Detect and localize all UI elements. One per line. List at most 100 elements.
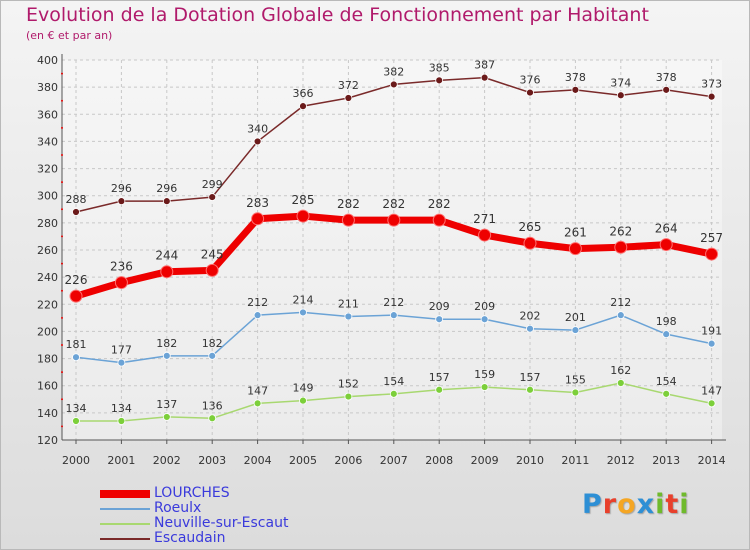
data-label-escaudain: 378: [565, 71, 586, 84]
data-label-neuville-sur-escaut: 134: [111, 402, 132, 415]
data-label-lourches: 282: [337, 197, 360, 211]
y-minor-tick: [61, 99, 63, 102]
data-label-escaudain: 340: [247, 122, 268, 135]
data-point-escaudain: [435, 76, 444, 85]
data-point-neuville-sur-escaut: [344, 392, 353, 401]
logo-letter: i: [655, 489, 666, 520]
data-point-roeulx: [72, 353, 80, 362]
legend-swatch: [100, 490, 150, 498]
y-minor-tick: [61, 398, 63, 401]
data-point-neuville-sur-escaut: [616, 379, 625, 387]
data-point-lourches: [251, 212, 265, 226]
logo-letter: P: [582, 489, 603, 520]
data-point-lourches: [523, 236, 537, 250]
data-point-escaudain: [526, 88, 534, 97]
data-label-lourches: 285: [292, 193, 315, 207]
data-label-roeulx: 202: [520, 310, 541, 323]
data-label-roeulx: 209: [429, 300, 450, 313]
legend-swatch: [100, 523, 150, 525]
y-minor-tick: [61, 289, 63, 292]
y-minor-tick: [61, 262, 63, 265]
data-label-lourches: 257: [700, 231, 723, 245]
data-point-neuville-sur-escaut: [253, 399, 262, 408]
data-label-roeulx: 198: [656, 315, 677, 328]
data-label-lourches: 271: [473, 212, 496, 226]
y-tick-label: 180: [37, 353, 58, 366]
data-label-neuville-sur-escaut: 162: [610, 364, 631, 377]
data-point-lourches: [614, 240, 628, 254]
logo-letter: t: [665, 489, 680, 520]
data-label-roeulx: 212: [383, 296, 404, 309]
x-tick-label: 2002: [153, 454, 181, 467]
data-point-lourches: [114, 276, 128, 290]
data-label-roeulx: 209: [474, 300, 495, 313]
chart-subtitle: (en € et par an): [26, 29, 113, 42]
x-tick-label: 2001: [107, 454, 135, 467]
data-point-lourches: [387, 213, 401, 227]
logo-letter: o: [617, 489, 637, 520]
data-point-lourches: [705, 247, 719, 261]
data-label-neuville-sur-escaut: 149: [293, 382, 314, 395]
data-label-lourches: 282: [382, 197, 405, 211]
data-label-lourches: 282: [428, 197, 451, 211]
data-label-neuville-sur-escaut: 134: [66, 402, 87, 415]
data-label-neuville-sur-escaut: 157: [429, 371, 450, 384]
data-label-lourches: 265: [519, 220, 542, 234]
data-label-escaudain: 296: [111, 182, 132, 195]
data-label-neuville-sur-escaut: 157: [520, 371, 541, 384]
data-point-escaudain: [253, 137, 262, 146]
data-label-escaudain: 296: [156, 182, 177, 195]
data-point-neuville-sur-escaut: [72, 417, 80, 425]
x-tick-label: 2012: [607, 454, 635, 467]
y-tick-label: 340: [37, 135, 58, 148]
data-point-neuville-sur-escaut: [208, 414, 217, 423]
data-label-neuville-sur-escaut: 136: [202, 399, 223, 412]
y-minor-tick: [61, 344, 63, 346]
x-tick-label: 2009: [471, 454, 499, 467]
x-tick-label: 2013: [652, 454, 680, 467]
data-point-roeulx: [117, 358, 126, 367]
data-label-lourches: 264: [655, 222, 678, 236]
data-label-escaudain: 378: [656, 71, 677, 84]
legend-label: Escaudain: [154, 530, 226, 546]
x-tick-label: 2011: [561, 454, 589, 467]
data-label-lourches: 283: [246, 196, 269, 210]
data-label-neuville-sur-escaut: 147: [701, 384, 722, 397]
data-point-lourches: [478, 228, 492, 242]
data-point-escaudain: [162, 197, 171, 206]
data-point-escaudain: [480, 73, 489, 82]
data-point-neuville-sur-escaut: [707, 399, 716, 408]
logo-letter: r: [602, 489, 618, 520]
data-point-neuville-sur-escaut: [299, 396, 307, 405]
data-point-roeulx: [253, 311, 262, 320]
data-point-neuville-sur-escaut: [571, 388, 580, 397]
data-point-lourches: [341, 213, 355, 227]
data-point-roeulx: [344, 312, 353, 321]
x-tick-label: 2007: [380, 454, 408, 467]
data-point-roeulx: [616, 311, 625, 320]
y-tick-label: 160: [37, 380, 58, 393]
data-label-escaudain: 372: [338, 79, 359, 92]
data-point-neuville-sur-escaut: [526, 385, 534, 394]
y-tick-label: 320: [37, 163, 58, 176]
data-point-roeulx: [299, 308, 307, 317]
y-tick-label: 380: [37, 81, 58, 94]
data-point-lourches: [205, 263, 219, 277]
data-label-escaudain: 288: [66, 193, 87, 206]
data-label-roeulx: 214: [293, 293, 314, 306]
data-point-roeulx: [208, 351, 217, 360]
data-label-escaudain: 382: [383, 65, 404, 78]
data-point-escaudain: [571, 85, 580, 94]
data-label-roeulx: 191: [701, 325, 722, 338]
y-minor-tick: [61, 126, 63, 129]
y-tick-label: 220: [37, 298, 58, 311]
data-label-escaudain: 366: [293, 87, 314, 100]
proxiti-logo: Proxiti: [582, 489, 690, 520]
data-point-roeulx: [389, 311, 398, 320]
data-point-roeulx: [707, 339, 716, 348]
y-tick-label: 240: [37, 271, 58, 284]
data-label-roeulx: 181: [66, 338, 87, 351]
data-point-neuville-sur-escaut: [435, 385, 444, 394]
y-minor-tick: [61, 208, 63, 211]
